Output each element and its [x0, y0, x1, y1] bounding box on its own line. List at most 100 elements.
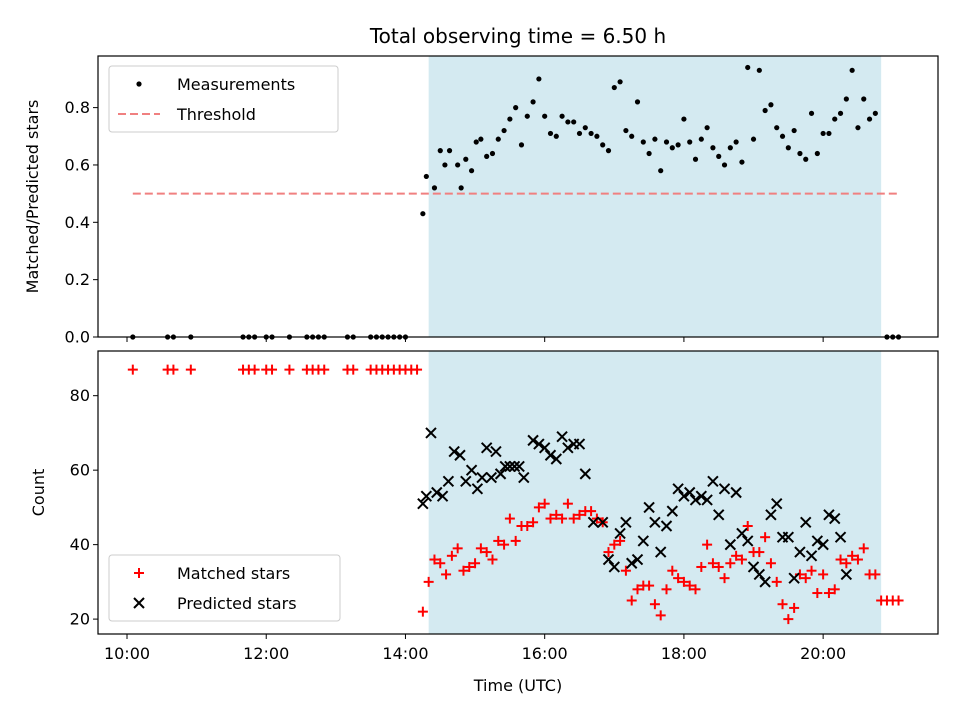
predicted-star-point — [747, 561, 760, 573]
predicted-star-point — [730, 486, 742, 499]
measurement-point — [849, 67, 855, 73]
measurement-point — [843, 96, 849, 102]
measurement-point — [663, 139, 670, 145]
predicted-star-point — [425, 427, 437, 439]
measurement-point — [779, 133, 786, 139]
matched-star-point — [858, 543, 869, 554]
matched-star-point — [458, 565, 469, 576]
predicted-star-point — [471, 483, 484, 495]
count-y-tick-label: 80 — [70, 386, 90, 405]
measurement-point — [623, 127, 629, 134]
matched-star-point — [168, 364, 179, 375]
measurement-point — [442, 162, 448, 168]
measurement-point — [681, 116, 687, 122]
matched-star-point — [760, 532, 771, 543]
predicted-star-point — [829, 512, 841, 525]
matched-star-point — [893, 595, 904, 606]
matched-star-point — [551, 509, 562, 520]
time-x-axis-label: Time (UTC) — [473, 676, 562, 695]
matched-star-point — [800, 573, 811, 584]
measurement-point — [611, 84, 617, 91]
count-y-tick-label: 40 — [70, 535, 90, 554]
measurement-point — [576, 130, 583, 137]
matched-star-point — [655, 610, 666, 621]
measurement-point — [716, 153, 722, 159]
ratio-legend: Measurements Threshold — [108, 65, 339, 133]
predicted-star-point — [476, 471, 488, 484]
predicted-star-point — [480, 442, 493, 454]
matched-star-point — [528, 517, 539, 528]
matched-star-point — [586, 506, 597, 517]
measurement-point — [536, 76, 542, 82]
measurement-point — [785, 145, 791, 151]
matched-star-point — [626, 595, 637, 606]
measurement-point — [820, 130, 826, 137]
predicted-star-point — [485, 471, 498, 484]
predicted-star-point — [713, 509, 725, 521]
matched-star-point — [852, 554, 863, 565]
measurement-point — [501, 127, 507, 134]
measurement-point — [553, 133, 559, 139]
predicted-star-point — [527, 434, 539, 447]
predicted-star-point — [823, 509, 835, 521]
measurement-point — [629, 133, 635, 139]
measurement-point — [588, 130, 594, 137]
predicted-star-point — [672, 483, 684, 495]
count-x-tick-label: 12:00 — [243, 644, 289, 663]
predicted-star-point — [742, 535, 754, 547]
matched-star-point — [539, 498, 550, 509]
ratio-panel-frame — [97, 55, 939, 338]
count-panel-frame — [97, 350, 939, 635]
predicted-star-point — [655, 546, 667, 558]
measurement-point — [489, 150, 496, 157]
measurement-point — [745, 64, 751, 71]
chart-title: Total observing time = 6.50 h — [369, 24, 666, 48]
predicted-star-point — [504, 460, 516, 473]
measurement-point — [698, 136, 704, 142]
measurement-point — [617, 79, 623, 85]
predicted-star-point — [518, 471, 530, 484]
matched-star-point — [557, 513, 568, 524]
measurement-point — [423, 173, 429, 180]
matched-star-point — [185, 364, 196, 375]
count-x-tick-label: 20:00 — [800, 644, 846, 663]
ratio-x-ticks — [126, 337, 824, 342]
matched-star-point — [835, 554, 846, 565]
predicted-star-point — [620, 516, 632, 528]
predicted-star-point — [460, 475, 472, 488]
measurement-point — [750, 136, 757, 142]
matched-star-point — [684, 580, 695, 591]
measurement-point — [652, 136, 658, 142]
matched-star-point — [632, 584, 643, 595]
predicted-star-point — [562, 442, 574, 454]
matched-star-point — [644, 580, 655, 591]
measurement-point — [675, 142, 681, 148]
matched-star-point — [487, 554, 498, 565]
predicted-star-point — [631, 553, 644, 566]
matched-star-point — [603, 547, 614, 558]
count-y-ticks: 20 40 60 80 — [70, 386, 98, 629]
count-x-tick-label: 18:00 — [661, 644, 707, 663]
predicted-star-point — [420, 490, 433, 502]
matched-star-point — [435, 558, 446, 569]
measurement-point — [797, 150, 803, 157]
matched-star-point — [731, 550, 742, 561]
predicted-star-point — [556, 430, 568, 443]
predicted-star-point — [550, 453, 562, 465]
ratio-y-tick-label: 0.4 — [65, 213, 90, 232]
measurement-point — [710, 145, 716, 151]
matched-star-point — [481, 547, 492, 558]
ratio-y-tick-label: 0.2 — [65, 270, 90, 289]
matched-star-point — [609, 539, 620, 550]
matched-star-point — [446, 550, 457, 561]
measurement-point — [420, 211, 426, 217]
measurement-point — [669, 145, 675, 151]
predicted-star-point — [573, 438, 586, 450]
matched-star-point — [620, 565, 631, 576]
measurement-point — [530, 99, 536, 105]
predicted-star-point — [794, 546, 806, 558]
predicted-star-point — [596, 516, 609, 528]
measurement-point — [872, 110, 878, 116]
